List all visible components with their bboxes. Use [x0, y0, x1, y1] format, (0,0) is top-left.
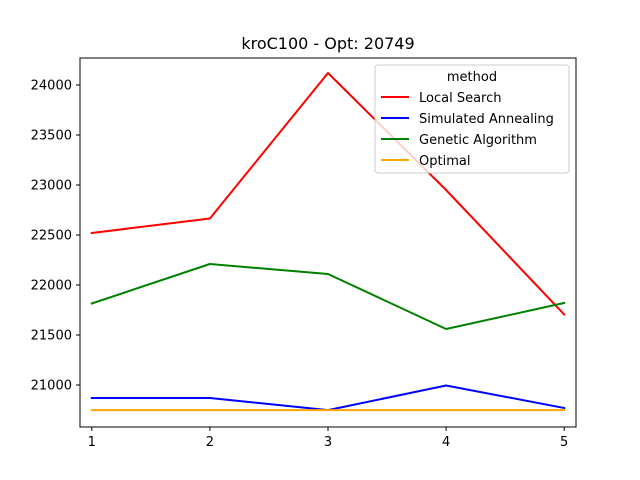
legend-box [374, 64, 570, 174]
y-tick-label: 22500 [31, 229, 72, 244]
y-tick-label: 21500 [31, 329, 72, 344]
series-line-local-search [90, 72, 566, 316]
legend-title: method [447, 70, 497, 85]
y-tick-label: 23500 [31, 129, 72, 144]
x-tick-label: 4 [442, 435, 450, 450]
x-axis: 1 2 3 4 5 [88, 427, 568, 450]
series-line-genetic-algorithm [90, 263, 566, 330]
legend-label: Local Search [419, 91, 502, 106]
y-tick-label: 22000 [31, 279, 72, 294]
chart-title: kroC100 - Opt: 20749 [241, 34, 414, 53]
x-tick-label: 2 [206, 435, 214, 450]
series-line-simulated-annealing [90, 384, 566, 412]
series-layer [90, 72, 566, 412]
x-tick-label: 1 [88, 435, 96, 450]
x-tick-label: 3 [324, 435, 332, 450]
legend-label: Simulated Annealing [419, 112, 554, 127]
legend-label: Genetic Algorithm [419, 133, 537, 148]
y-axis: 21000 21500 22000 22500 23000 23500 24000 [31, 79, 80, 394]
y-tick-label: 23000 [31, 179, 72, 194]
legend-items: Local Search Simulated Annealing Genetic A… [381, 91, 554, 169]
legend: method Local Search Simulated Annealing Ge… [374, 64, 570, 174]
y-tick-label: 21000 [31, 379, 72, 394]
legend-label: Optimal [419, 154, 470, 169]
y-tick-label: 24000 [31, 79, 72, 94]
x-tick-label: 5 [560, 435, 568, 450]
